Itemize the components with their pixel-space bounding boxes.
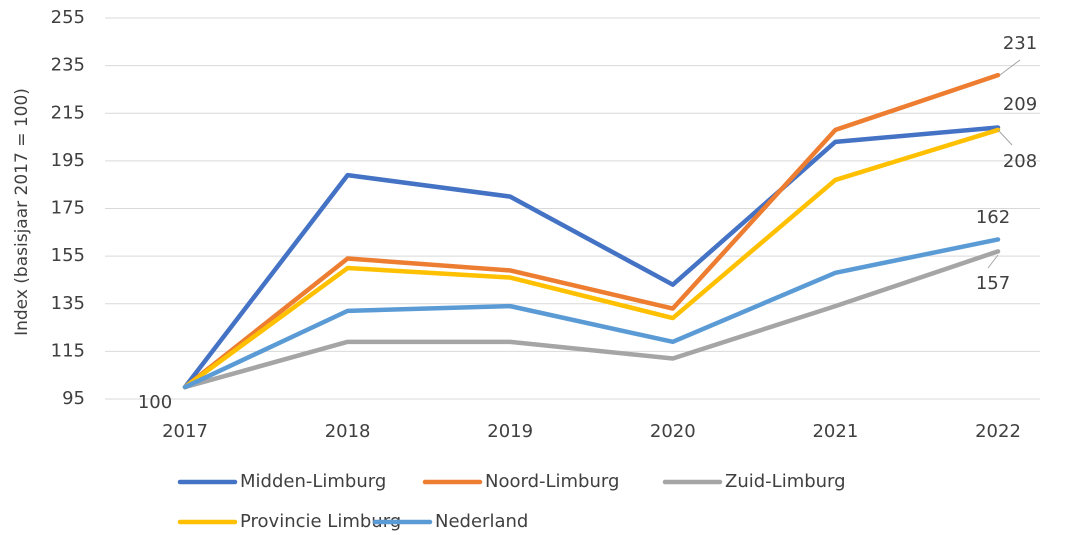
- legend-label: Provincie Limburg: [240, 511, 401, 532]
- leader-line: [999, 59, 1021, 76]
- y-tick-label: 215: [51, 102, 85, 123]
- leader-line: [997, 129, 1013, 146]
- series-line: [182, 127, 1001, 390]
- y-axis-label: Index (basisjaar 2017 = 100): [12, 88, 32, 336]
- legend-label: Nederland: [435, 511, 528, 532]
- leader-line: [987, 254, 999, 269]
- y-tick-label: 95: [62, 388, 85, 409]
- x-tick-label: 2018: [325, 421, 371, 442]
- y-tick-label: 115: [51, 340, 85, 361]
- x-tick-label: 2021: [812, 421, 858, 442]
- y-tick-label: 195: [51, 150, 85, 171]
- y-tick-label: 135: [51, 293, 85, 314]
- y-tick-label: 175: [51, 198, 85, 219]
- x-tick-label: 2022: [975, 421, 1021, 442]
- legend-label: Noord-Limburg: [485, 471, 619, 492]
- legend-label: Zuid-Limburg: [725, 471, 846, 492]
- data-label: 100: [138, 392, 172, 413]
- series-line: [182, 72, 1001, 390]
- y-tick-label: 255: [51, 7, 85, 28]
- y-tick-label: 155: [51, 245, 85, 266]
- legend-label: Midden-Limburg: [240, 471, 386, 492]
- x-tick-label: 2019: [487, 421, 533, 442]
- x-tick-label: 2020: [650, 421, 696, 442]
- data-label: 208: [1003, 151, 1037, 172]
- data-label: 231: [1003, 33, 1037, 54]
- data-label: 162: [976, 207, 1010, 228]
- data-label: 157: [976, 273, 1010, 294]
- series-line: [182, 237, 1001, 390]
- series-line: [182, 249, 1001, 390]
- data-label: 209: [1003, 94, 1037, 115]
- y-tick-label: 235: [51, 55, 85, 76]
- series-line: [182, 125, 1001, 390]
- x-tick-label: 2017: [162, 421, 208, 442]
